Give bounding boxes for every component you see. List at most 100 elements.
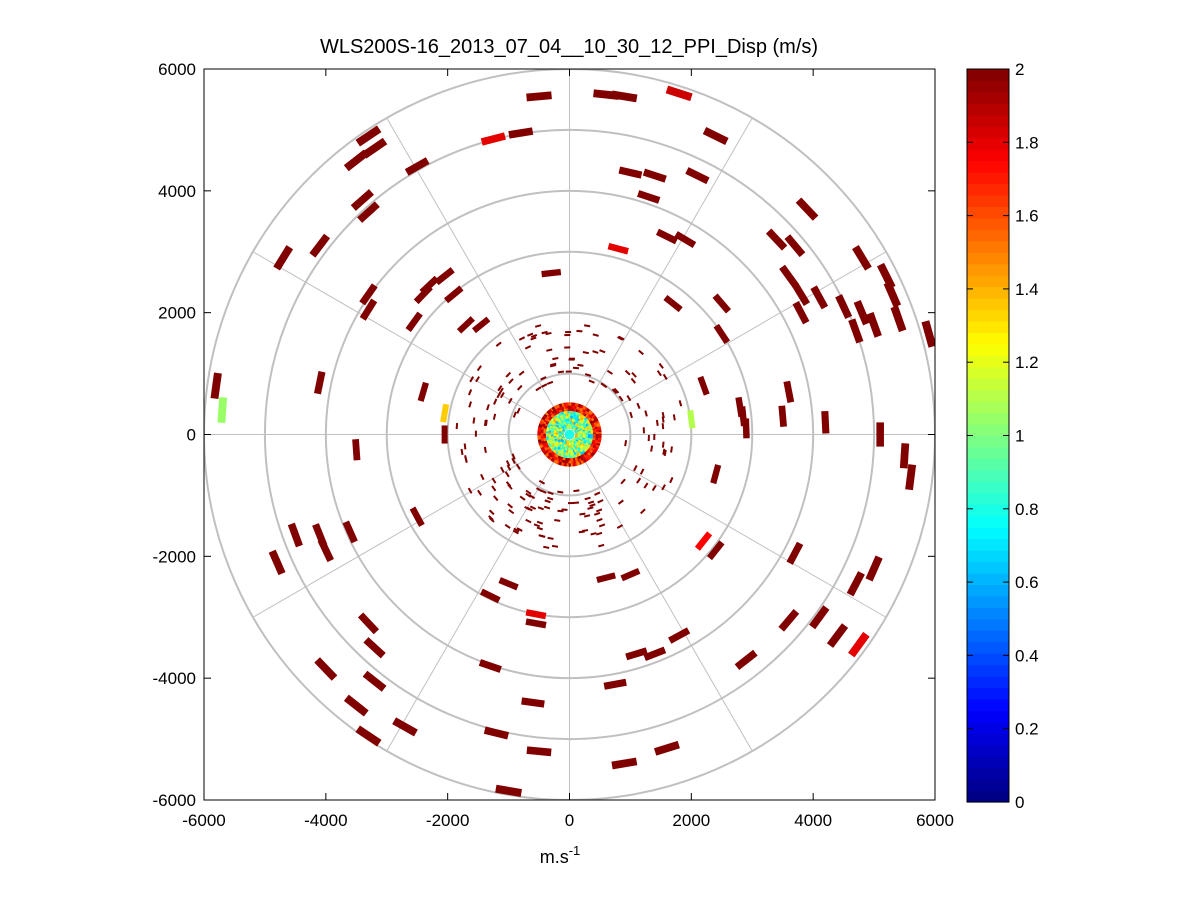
speckle-gate xyxy=(647,434,650,442)
data-point-40 xyxy=(866,311,882,338)
speckle-gate xyxy=(540,376,547,381)
y-tick-label: 4000 xyxy=(158,182,196,201)
colorbar-band xyxy=(967,206,1009,219)
speckle-gate xyxy=(599,349,606,354)
data-point-50 xyxy=(713,323,731,345)
speckle-gate xyxy=(533,523,541,528)
colorbar-tick-label: 1.4 xyxy=(1015,280,1039,299)
speckle-gate xyxy=(512,529,519,535)
colorbar-band xyxy=(967,607,1009,620)
speckle-gate xyxy=(530,334,538,338)
x-tick-label: 0 xyxy=(565,811,574,830)
speckle-gate xyxy=(468,401,472,408)
data-point-87 xyxy=(525,618,547,629)
colorbar-band xyxy=(967,698,1009,711)
colorbar-band xyxy=(967,343,1009,356)
speckle-gate xyxy=(661,484,666,491)
data-point-99 xyxy=(362,670,387,692)
data-point-9 xyxy=(361,137,388,159)
data-point-34 xyxy=(359,283,378,306)
data-point-75 xyxy=(342,520,358,544)
speckle-gate xyxy=(663,449,667,457)
speckle-gate xyxy=(618,335,625,341)
colorbar-band xyxy=(967,366,1009,379)
speckle-gate xyxy=(504,471,510,478)
data-point-101 xyxy=(603,678,627,690)
near-field-gate xyxy=(595,433,600,439)
data-point-17 xyxy=(637,190,661,204)
data-point-79 xyxy=(268,549,286,576)
data-point-110 xyxy=(495,784,522,797)
data-point-5 xyxy=(702,127,729,145)
speckle-gate xyxy=(475,376,480,383)
data-point-103 xyxy=(521,697,545,708)
speckle-gate xyxy=(547,496,554,501)
data-point-72 xyxy=(287,522,303,548)
speckle-gate xyxy=(527,332,534,337)
spoke-60deg xyxy=(569,117,753,435)
data-point-76 xyxy=(694,531,713,551)
colorbar-band xyxy=(967,790,1009,803)
speckle-gate xyxy=(524,345,532,350)
data-point-77 xyxy=(706,540,725,561)
data-point-42 xyxy=(890,305,907,333)
speckle-gate xyxy=(549,364,557,368)
x-axis-label-base: m.s xyxy=(540,847,569,867)
colorbar-band xyxy=(967,217,1009,230)
y-tick-label: -2000 xyxy=(153,547,196,566)
data-point-91 xyxy=(848,631,870,658)
data-point-83 xyxy=(479,588,501,604)
data-point-35 xyxy=(359,298,378,321)
colorbar-band xyxy=(967,561,1009,574)
data-point-14 xyxy=(685,167,710,185)
near-field-gate xyxy=(590,433,594,439)
x-tick-label: -2000 xyxy=(426,811,469,830)
data-point-54 xyxy=(210,372,222,400)
speckle-gate xyxy=(543,505,551,510)
speckle-gate xyxy=(551,544,559,548)
colorbar-band xyxy=(967,527,1009,540)
speckle-gate xyxy=(636,477,642,484)
speckle-gate xyxy=(572,501,580,505)
y-tick-label: -4000 xyxy=(153,669,196,688)
speckle-gate xyxy=(594,491,601,496)
speckle-gate xyxy=(544,499,551,504)
speckle-gate xyxy=(541,330,548,335)
speckle-gate xyxy=(508,508,515,515)
speckle-gate xyxy=(543,545,550,549)
colorbar-band xyxy=(967,435,1009,448)
colorbar-band xyxy=(967,275,1009,288)
data-point-23 xyxy=(765,228,788,251)
colorbar-band xyxy=(967,389,1009,402)
data-point-12 xyxy=(618,166,643,179)
colorbar-band xyxy=(967,424,1009,437)
y-tick-label: 2000 xyxy=(158,304,196,323)
colorbar-band xyxy=(967,767,1009,780)
data-point-24 xyxy=(784,234,806,258)
x-tick-label: 6000 xyxy=(916,811,954,830)
data-point-11 xyxy=(404,157,430,176)
speckle-gate xyxy=(592,333,599,337)
speckle-gate xyxy=(486,404,490,411)
colorbar-band xyxy=(967,378,1009,391)
colorbar-band xyxy=(967,481,1009,494)
data-point-47 xyxy=(405,311,423,332)
colorbar-band xyxy=(967,721,1009,734)
data-point-65 xyxy=(441,425,448,444)
data-point-31 xyxy=(443,285,464,304)
x-tick-label: 4000 xyxy=(794,811,832,830)
speckle-gate xyxy=(546,380,554,385)
speckle-gate xyxy=(678,400,683,407)
colorbar-tick-label: 1.2 xyxy=(1015,353,1039,372)
data-point-89 xyxy=(809,605,830,630)
speckle-gate xyxy=(498,387,504,394)
speckle-gate xyxy=(624,440,628,447)
speckle-gate xyxy=(638,349,644,356)
data-point-3 xyxy=(611,90,638,103)
speckle-gate xyxy=(537,506,544,511)
colorbar-tick-label: 1.6 xyxy=(1015,207,1039,226)
colorbar-band xyxy=(967,595,1009,608)
near-field-core xyxy=(564,429,575,440)
colorbar-band xyxy=(967,332,1009,345)
